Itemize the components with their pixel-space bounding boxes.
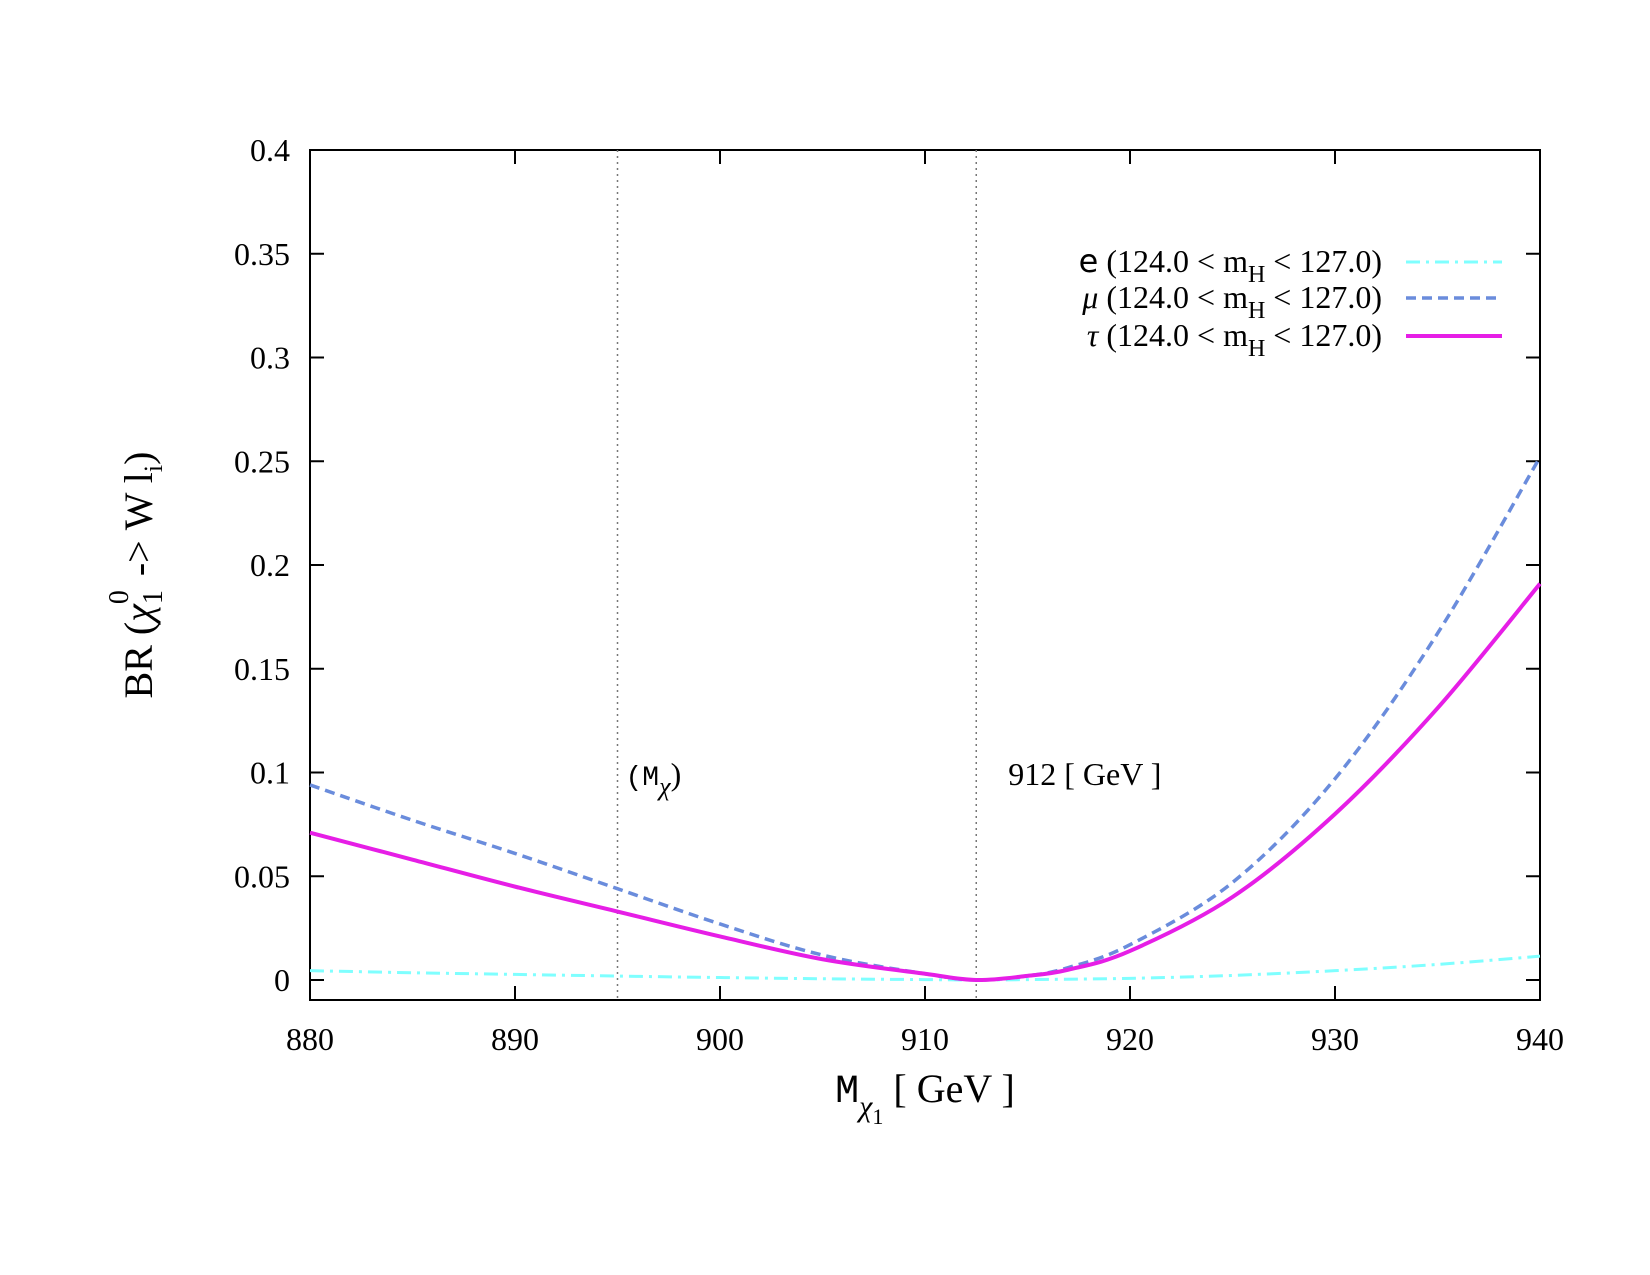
legend-symbol: τ — [1087, 317, 1100, 353]
x-axis-title-subsub: 1 — [872, 1104, 883, 1129]
axis-ticks: 880 890 900 910 920 930 940 0 0.05 0.1 0.15 0.2 0.25… — [234, 132, 1564, 1057]
legend-end: < 127.0) — [1265, 279, 1382, 315]
legend-text: (124.0 < m — [1098, 243, 1248, 279]
series-line-0 — [309, 954, 1541, 982]
y-tick-label: 0.35 — [234, 236, 290, 272]
legend: e (124.0 < mH < 127.0)μ (124.0 < mH < 12… — [1079, 242, 1502, 362]
legend-entry-label: μ (124.0 < mH < 127.0) — [1081, 279, 1382, 324]
legend-entry-label: τ (124.0 < mH < 127.0) — [1087, 317, 1382, 362]
legend-sub: H — [1248, 298, 1265, 324]
y-tick-label: 0.2 — [250, 547, 290, 583]
legend-symbol: e — [1079, 242, 1099, 280]
y-axis-title-sub2: i — [139, 465, 168, 472]
legend-end: < 127.0) — [1265, 243, 1382, 279]
vertical-reference-lines: (Mχ) 912 [ GeV ] — [616, 150, 1161, 1000]
x-axis-title-sub: χ — [856, 1090, 873, 1123]
vline-label-close: ) — [671, 756, 682, 792]
legend-end: < 127.0) — [1265, 317, 1382, 353]
series-line-1 — [309, 456, 1542, 982]
y-axis-title-suffix: ) — [116, 452, 161, 465]
legend-text: (124.0 < m — [1098, 317, 1248, 353]
y-tick-label: 0 — [274, 962, 290, 998]
x-tick-label: 890 — [491, 1021, 539, 1057]
series-lines — [309, 456, 1542, 983]
y-axis-title: BR (χ10 -> W li) — [104, 452, 169, 699]
legend-text: (124.0 < m — [1098, 279, 1248, 315]
x-tick-label: 900 — [696, 1021, 744, 1057]
vertical-line-label: 912 [ GeV ] — [1008, 756, 1161, 792]
x-tick-label: 920 — [1106, 1021, 1154, 1057]
x-tick-label: 880 — [286, 1021, 334, 1057]
vertical-line-label: (Mχ) — [626, 756, 682, 801]
y-tick-label: 0.3 — [250, 340, 290, 376]
y-axis-title-chi: χ — [116, 603, 161, 626]
y-tick-label: 0.15 — [234, 651, 290, 687]
y-axis-title-sup: 0 — [104, 590, 135, 604]
y-tick-label: 0.05 — [234, 858, 290, 894]
legend-entry-label: e (124.0 < mH < 127.0) — [1079, 242, 1382, 288]
y-tick-label: 0.4 — [250, 132, 290, 168]
series-line-2 — [309, 582, 1542, 983]
y-axis-title-prefix: BR ( — [116, 622, 161, 699]
legend-sub: H — [1248, 262, 1265, 288]
x-axis-title: Mχ1 [ GeV ] — [835, 1066, 1015, 1129]
x-axis-title-main: M — [835, 1070, 859, 1115]
x-axis-title-unit: [ GeV ] — [883, 1066, 1014, 1111]
vline-label-sub: χ — [656, 772, 671, 801]
y-axis-title-sub: 1 — [138, 590, 169, 604]
y-tick-label: 0.25 — [234, 443, 290, 479]
vline-label-main: (M — [626, 763, 660, 794]
x-tick-label: 940 — [1516, 1021, 1564, 1057]
legend-symbol: μ — [1081, 279, 1098, 315]
x-tick-label: 930 — [1311, 1021, 1359, 1057]
y-tick-label: 0.1 — [250, 755, 290, 791]
x-tick-label: 910 — [901, 1021, 949, 1057]
legend-sub: H — [1248, 336, 1265, 362]
y-axis-title-mid: -> W l — [116, 472, 161, 586]
